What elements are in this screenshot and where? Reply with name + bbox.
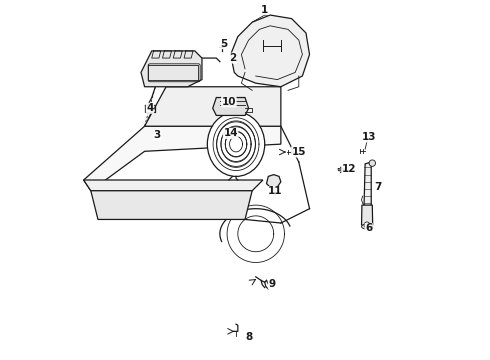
Ellipse shape bbox=[362, 224, 372, 229]
Polygon shape bbox=[267, 175, 281, 188]
Text: 9: 9 bbox=[269, 279, 275, 289]
Polygon shape bbox=[231, 15, 310, 87]
Text: 10: 10 bbox=[221, 97, 236, 107]
Polygon shape bbox=[141, 51, 202, 87]
Polygon shape bbox=[213, 98, 248, 116]
Text: 6: 6 bbox=[365, 224, 372, 233]
Polygon shape bbox=[91, 191, 252, 220]
Text: 12: 12 bbox=[342, 164, 356, 174]
Text: 15: 15 bbox=[292, 147, 306, 157]
Text: 8: 8 bbox=[245, 332, 252, 342]
Polygon shape bbox=[362, 205, 373, 227]
Polygon shape bbox=[84, 126, 281, 191]
Text: 3: 3 bbox=[153, 130, 161, 140]
Ellipse shape bbox=[207, 112, 265, 176]
Text: 2: 2 bbox=[229, 53, 236, 63]
Text: 13: 13 bbox=[362, 132, 376, 142]
Polygon shape bbox=[84, 180, 263, 191]
Polygon shape bbox=[145, 87, 281, 126]
Text: 4: 4 bbox=[147, 103, 154, 113]
Text: 5: 5 bbox=[220, 39, 227, 49]
Text: 14: 14 bbox=[223, 129, 238, 138]
Ellipse shape bbox=[369, 160, 375, 166]
Polygon shape bbox=[364, 163, 371, 207]
Text: 7: 7 bbox=[374, 182, 381, 192]
Text: 1: 1 bbox=[261, 5, 269, 15]
Text: 11: 11 bbox=[268, 186, 283, 197]
